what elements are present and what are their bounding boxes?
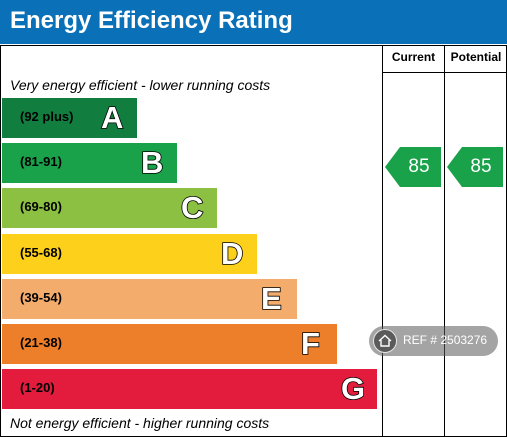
potential-column-header: Potential bbox=[450, 50, 502, 64]
top-caption: Very energy efficient - lower running co… bbox=[10, 77, 271, 93]
home-icon bbox=[373, 329, 397, 353]
band-letter: D bbox=[220, 235, 244, 272]
current-rating-value: 85 bbox=[408, 156, 430, 177]
band-b: (81-91) B bbox=[2, 143, 177, 184]
divider-potential bbox=[444, 45, 445, 437]
band-g: (1-20) G bbox=[2, 369, 377, 410]
band-letter: B bbox=[140, 144, 164, 181]
potential-rating-arrow: 85 bbox=[447, 147, 503, 187]
reference-text: REF # 2503276 bbox=[403, 333, 488, 347]
potential-rating-value: 85 bbox=[470, 156, 492, 177]
band-range-label: (81-91) bbox=[20, 154, 62, 170]
band-e: (39-54) E bbox=[2, 278, 297, 319]
reference-watermark: REF # 2503276 bbox=[369, 326, 498, 356]
column-header-divider bbox=[382, 72, 507, 73]
band-range-label: (1-20) bbox=[20, 380, 55, 396]
band-range-label: (69-80) bbox=[20, 199, 62, 215]
bottom-caption: Not energy efficient - higher running co… bbox=[10, 415, 270, 431]
band-f: (21-38) F bbox=[2, 324, 337, 364]
band-letter: C bbox=[180, 190, 204, 227]
band-range-label: (39-54) bbox=[20, 289, 62, 305]
band-range-label: (55-68) bbox=[20, 244, 62, 260]
band-letter: F bbox=[300, 325, 321, 362]
band-range-label: (21-38) bbox=[20, 335, 62, 350]
current-column-header: Current bbox=[391, 50, 436, 64]
divider-current bbox=[382, 45, 383, 437]
header-bar: Energy Efficiency Rating bbox=[0, 0, 507, 44]
band-letter: A bbox=[100, 99, 124, 136]
band-c: (69-80) C bbox=[2, 188, 217, 229]
current-rating-arrow: 85 bbox=[385, 147, 441, 187]
band-a: (92 plus) A bbox=[2, 98, 137, 138]
band-letter: G bbox=[340, 370, 366, 407]
band-letter: E bbox=[260, 280, 282, 317]
band-d: (55-68) D bbox=[2, 233, 257, 274]
band-range-label: (92 plus) bbox=[20, 109, 74, 124]
page-title: Energy Efficiency Rating bbox=[10, 7, 293, 34]
